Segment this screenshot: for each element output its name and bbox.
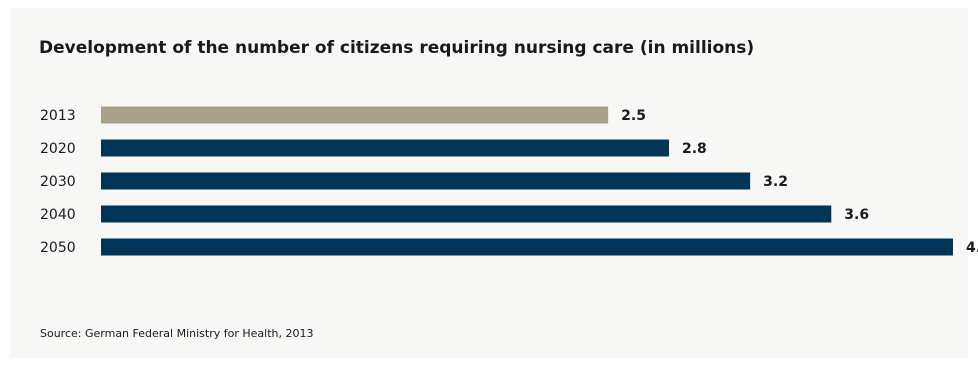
category-label-2020: 2020: [40, 141, 76, 157]
bar-2013: [101, 106, 609, 124]
bar-2040: [101, 205, 832, 223]
value-label-2030: 3.2: [763, 174, 788, 190]
category-label-2050: 2050: [40, 240, 76, 256]
bar-2050: [101, 238, 953, 256]
value-label-2040: 3.6: [844, 207, 869, 223]
value-label-2020: 2.8: [682, 141, 707, 157]
category-label-2040: 2040: [40, 207, 76, 223]
bar-2030: [101, 172, 751, 190]
bar-2020: [101, 139, 669, 157]
category-label-2030: 2030: [40, 174, 76, 190]
value-label-2013: 2.5: [621, 108, 646, 124]
category-label-2013: 2013: [40, 108, 76, 124]
source-note: Source: German Federal Ministry for Heal…: [40, 327, 314, 340]
value-label-2050: 4.2: [966, 240, 978, 256]
chart-title: Development of the number of citizens re…: [39, 38, 755, 58]
